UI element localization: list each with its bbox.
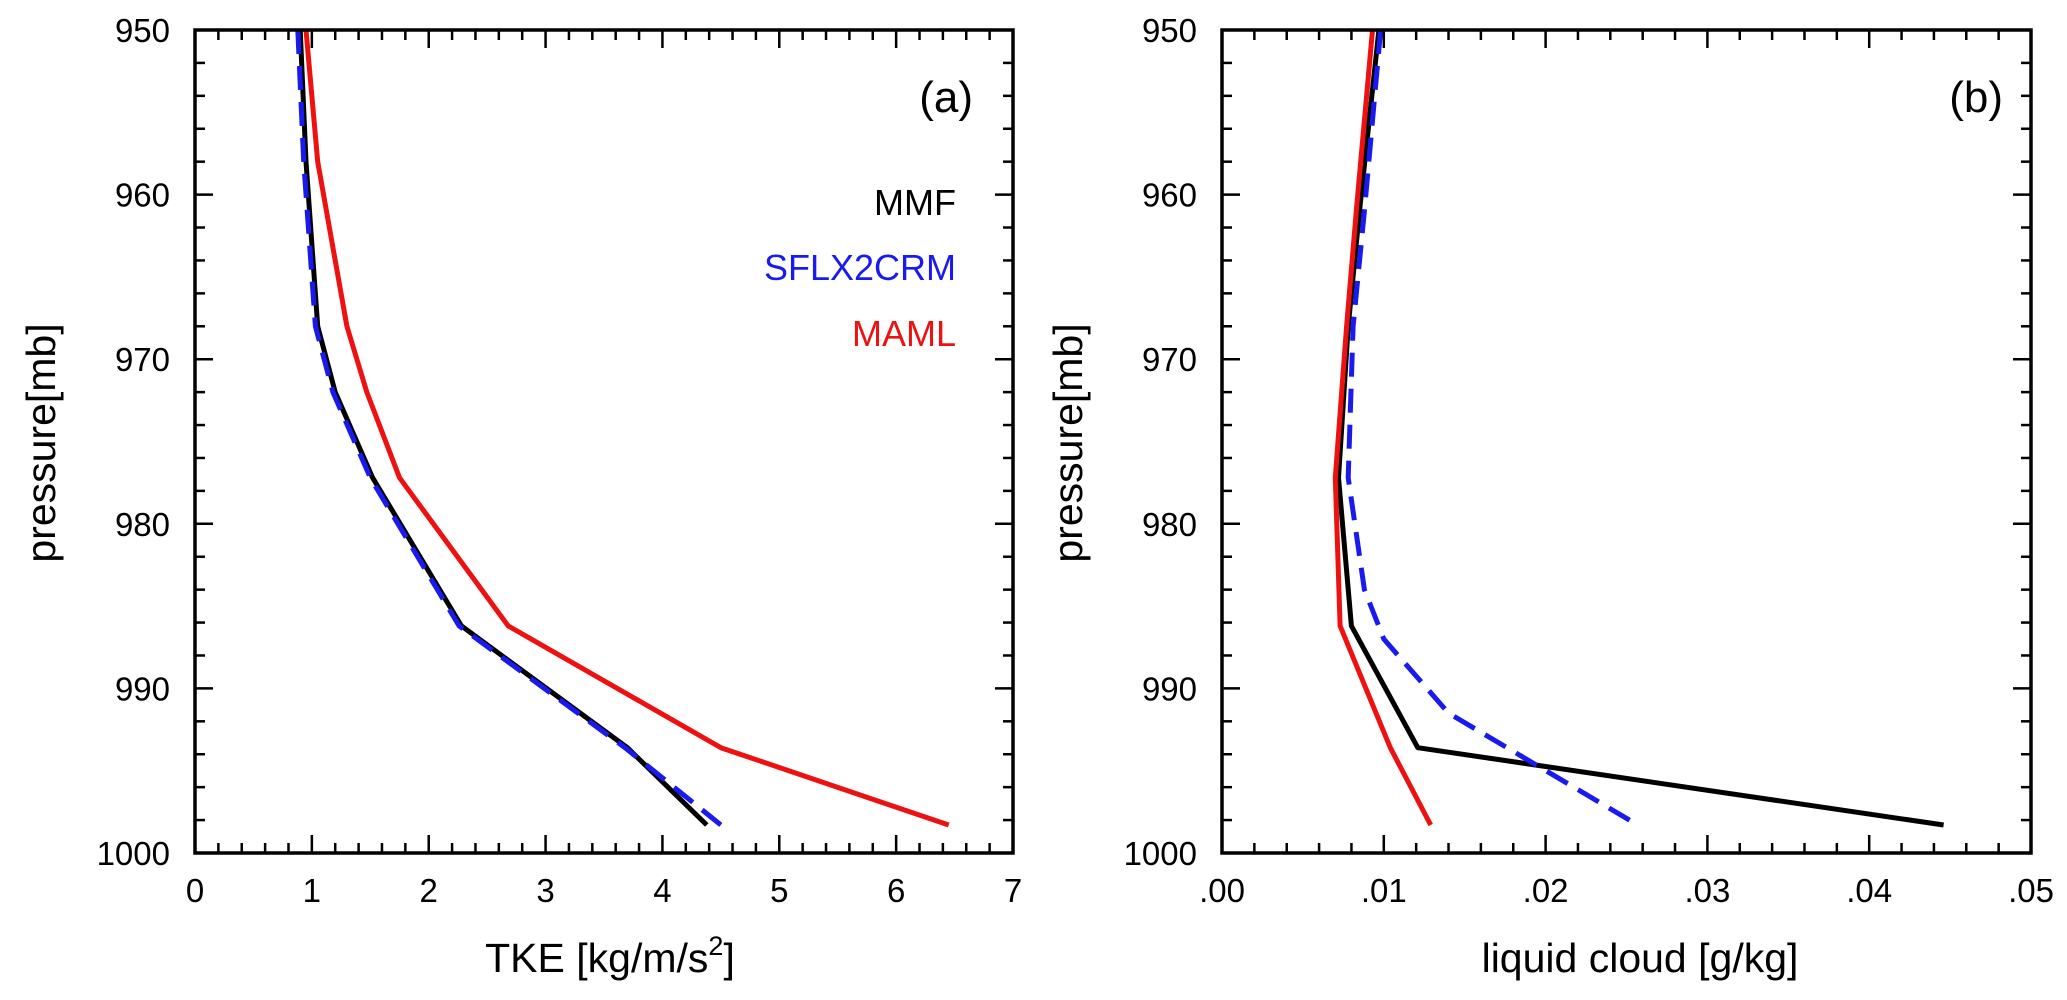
panel-b-y-tick-label: 1000 [1124,835,1197,872]
panel-a-x-tick-label: 4 [653,872,671,909]
panel-a-x-axis-title: TKE [kg/m/s2] [485,931,735,981]
panel-b-label: (b) [1949,73,2003,122]
panel-a-y-tick-label: 1000 [97,835,170,872]
panel-b-x-tick-label: .01 [1361,872,1407,909]
panel-a-x-axis-title-close: ] [723,935,734,981]
panel-b-series-layer [1332,29,1944,828]
panel-a-x-tick-label: 1 [303,872,321,909]
panel-b-series-maml [1332,29,1433,827]
panel-a-tke: 0 1 2 3 4 5 6 7 950 960 970 980 990 1000 (a) TKE [kg/… [18,12,1022,981]
panel-b-x-tick-label: .02 [1523,872,1569,909]
panel-a-x-tick-label: 5 [770,872,788,909]
panel-a-y-tick-label: 970 [115,341,170,378]
legend-entry-maml: MAML [852,313,956,354]
panel-b-x-tick-label: .03 [1684,872,1730,909]
panel-b-plot-frame [1220,28,2033,855]
panel-a-y-tick-label: 990 [115,670,170,707]
panel-a-series-sflx2crm [295,29,723,827]
panel-a-label: (a) [919,73,973,122]
panel-a-x-axis-title-exponent: 2 [708,931,723,961]
panel-b-series-mmf [1336,29,1944,828]
panel-b-x-tick-label: .00 [1199,872,1245,909]
panel-a-x-tick-label: 0 [186,872,204,909]
panel-b-tick-labels: .00 .01 .02 .03 .04 .05 950 960 970 980 990 1000 [1124,12,2054,909]
panel-b-y-tick-label: 970 [1142,341,1197,378]
panel-b-ticks [1220,28,2033,855]
panel-a-x-tick-label: 3 [536,872,554,909]
panel-b-series-sflx2crm [1345,29,1640,828]
legend-entry-sflx2crm: SFLX2CRM [764,247,956,288]
panel-b-x-axis-title: liquid cloud [g/kg] [1482,935,1799,981]
panel-b-y-tick-label: 980 [1142,506,1197,543]
panel-a-tick-labels: 0 1 2 3 4 5 6 7 950 960 970 980 990 1000 [97,12,1023,909]
panel-a-series-maml [303,29,950,828]
panel-a-y-axis-title: pressure[mb] [18,323,64,562]
panel-a-y-tick-label: 950 [115,12,170,49]
panel-b-x-tick-label: .04 [1846,872,1892,909]
panel-a-x-tick-label: 7 [1004,872,1022,909]
legend: MMF SFLX2CRM MAML [764,182,956,354]
panel-a-plot-frame [193,28,1015,855]
panel-a-x-tick-label: 6 [887,872,905,909]
panel-b-y-tick-label: 950 [1142,12,1197,49]
panel-b-x-tick-label: .05 [2008,872,2054,909]
panel-b-y-tick-label: 960 [1142,177,1197,214]
panel-b-liquid-cloud: .00 .01 .02 .03 .04 .05 950 960 970 980 990 1000 (b… [1045,12,2054,981]
panel-b-y-axis-title: pressure[mb] [1045,323,1091,562]
panel-b-y-tick-label: 990 [1142,670,1197,707]
panel-a-x-tick-label: 2 [420,872,438,909]
panel-a-series-layer [295,29,950,828]
panel-a-y-tick-label: 980 [115,506,170,543]
panel-a-y-tick-label: 960 [115,177,170,214]
legend-entry-mmf: MMF [874,182,956,223]
